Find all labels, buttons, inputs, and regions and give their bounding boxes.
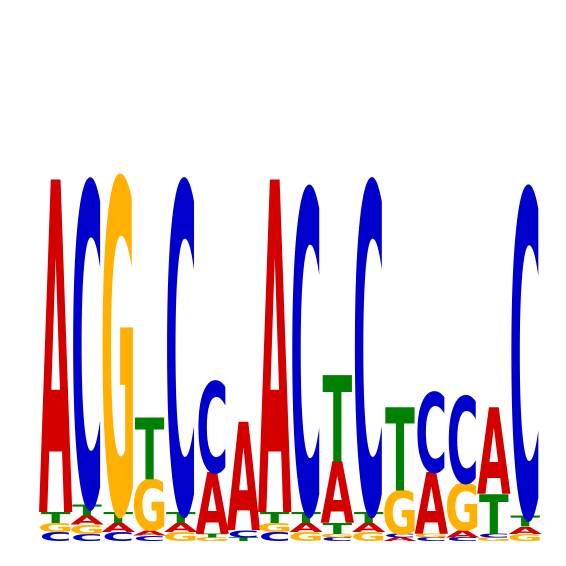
logo-letter-A: A: [414, 456, 448, 554]
logo-letter-A: A: [321, 445, 355, 543]
logo-letter-A: A: [446, 529, 480, 540]
logo-letter-G: G: [69, 522, 105, 537]
logo-letter-C: C: [384, 533, 416, 539]
logo-letter-T: T: [510, 513, 540, 530]
logo-letter-G: G: [476, 537, 512, 543]
logo-letter-G: G: [288, 529, 324, 544]
logo-letter-C: C: [134, 534, 166, 543]
logo-letter-C: C: [259, 529, 291, 544]
logo-letter-A: A: [477, 385, 511, 523]
logo-letter-A: A: [227, 392, 261, 566]
logo-letter-G: G: [100, 90, 136, 566]
logo-letter-C: C: [165, 93, 197, 566]
logo-letter-A: A: [70, 513, 104, 528]
logo-letter-C: C: [71, 95, 103, 566]
logo-letter-C: C: [415, 371, 447, 498]
logo-letter-T: T: [229, 537, 259, 543]
logo-letter-T: T: [354, 509, 384, 526]
logo-letter-T: T: [479, 483, 509, 547]
logo-letter-G: G: [38, 520, 74, 535]
logo-letter-C: C: [447, 537, 479, 543]
logo-letter-G: G: [351, 529, 387, 544]
logo-letter-T: T: [103, 509, 133, 526]
logo-letter-G: G: [194, 537, 230, 543]
logo-letter-C: C: [71, 532, 103, 543]
logo-letter-A: A: [383, 537, 417, 543]
logo-letter-A: A: [352, 520, 386, 535]
logo-letter-C: C: [196, 357, 228, 501]
logo-letter-C: C: [227, 529, 259, 540]
logo-letter-C: C: [290, 102, 322, 566]
logo-column-7: TCA: [227, 392, 261, 566]
logo-letter-C: C: [415, 537, 447, 543]
logo-letter-G: G: [132, 465, 168, 547]
logo-letter-A: A: [133, 529, 167, 538]
logo-letter-G: G: [507, 532, 543, 543]
logo-letter-A: A: [508, 525, 542, 536]
logo-letter-T: T: [323, 352, 353, 490]
logo-letter-T: T: [41, 509, 71, 526]
logo-letter-G: G: [257, 520, 293, 535]
logo-letter-T: T: [135, 402, 165, 500]
logo-letter-C: C: [321, 537, 353, 543]
logo-letter-A: A: [289, 520, 323, 535]
logo-letter-A: A: [39, 90, 73, 566]
logo-letter-T: T: [72, 502, 102, 519]
logo-letter-C: C: [353, 93, 385, 566]
logo-letter-G: G: [382, 480, 418, 549]
logo-letter-G: G: [163, 529, 199, 544]
logo-letter-T: T: [166, 509, 196, 526]
logo-letter-T: T: [385, 386, 415, 518]
logo-letter-A: A: [164, 520, 198, 535]
logo-letter-C: C: [478, 533, 510, 539]
logo-letter-A: A: [258, 90, 292, 566]
logo-letter-T: T: [291, 509, 321, 526]
logo-letter-C: C: [509, 102, 541, 566]
logo-letter-T: T: [323, 520, 353, 537]
logo-letter-C: C: [447, 374, 479, 512]
logo-letter-G: G: [413, 533, 449, 539]
logo-letter-T: T: [260, 509, 290, 526]
logo-letter-C: C: [102, 529, 134, 544]
logo-letter-T: T: [197, 533, 227, 539]
logo-letter-G: G: [445, 470, 481, 545]
logo-letter-C: C: [40, 529, 72, 544]
logo-letter-G: G: [320, 533, 356, 539]
logo-letter-A: A: [101, 520, 135, 535]
logo-letter-A: A: [195, 456, 229, 554]
